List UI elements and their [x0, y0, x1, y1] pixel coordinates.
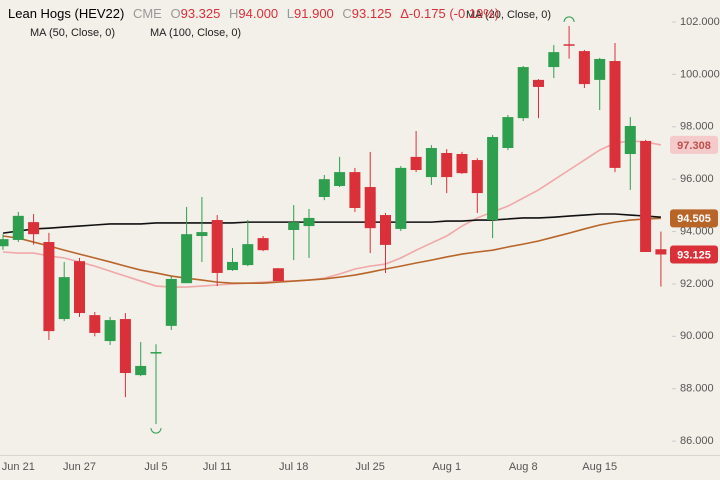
- close-value: 93.125: [351, 6, 392, 21]
- price-tag-bg: [670, 209, 718, 228]
- candle-body: [624, 125, 636, 155]
- x-tick-label: Jul 25: [356, 461, 385, 473]
- candle-body: [89, 315, 101, 333]
- candle-body: [655, 249, 667, 255]
- price-tag-bg: [670, 245, 718, 264]
- x-tick-label: Jun 27: [63, 461, 96, 473]
- candle-body: [410, 156, 422, 171]
- x-tick-label: Aug 15: [582, 461, 617, 473]
- high-label: H: [229, 6, 239, 21]
- candle-body: [28, 222, 40, 235]
- y-tick-label: 88.000: [680, 383, 714, 395]
- candle-body: [196, 232, 208, 237]
- candle-body: [135, 365, 147, 376]
- y-tick-label: 94.000: [680, 225, 714, 237]
- y-tick-label: 86.000: [680, 435, 714, 447]
- candle-body: [380, 215, 391, 245]
- candle-body: [288, 222, 300, 230]
- candle-body: [150, 352, 162, 354]
- ma-layer: [2, 140, 662, 288]
- change-value: Δ-0.175 (-0.19%): [400, 6, 500, 21]
- candle-body: [456, 154, 468, 174]
- period-high-marker: [563, 16, 575, 23]
- ma-line: [2, 213, 661, 234]
- candle-body: [58, 277, 70, 320]
- exchange: CME: [132, 6, 162, 21]
- candle-body: [0, 239, 9, 247]
- x-tick-label: Jul 5: [144, 461, 167, 473]
- candle-body: [349, 172, 361, 208]
- candle-body: [609, 61, 621, 168]
- candle-body: [502, 117, 514, 148]
- price-tag: 93.125: [677, 249, 711, 261]
- ma-line: [2, 140, 662, 288]
- symbol: Lean Hogs (HEV22): [8, 6, 125, 21]
- candle-body: [578, 51, 590, 85]
- candle-body: [441, 152, 453, 178]
- candle-body: [181, 234, 193, 284]
- candle-body: [119, 319, 131, 374]
- legend-entry: MA (20, Close, 0): [466, 9, 551, 21]
- candle-body: [334, 172, 346, 186]
- x-tick-label: Aug 8: [509, 461, 538, 473]
- y-tick-label: 100.000: [680, 68, 720, 80]
- candle-body: [563, 44, 575, 46]
- candle-body: [104, 320, 116, 342]
- candle-body: [43, 242, 55, 332]
- candle-body: [594, 58, 606, 80]
- low-value: 91.900: [294, 6, 334, 21]
- candle-body: [272, 268, 284, 282]
- price-tag: 97.308: [677, 140, 711, 152]
- price-tag-bg: [670, 135, 718, 154]
- candle-body: [303, 217, 315, 227]
- candle-body: [165, 278, 177, 326]
- y-tick-label: 102.000: [680, 16, 720, 28]
- y-tick-label: 96.000: [680, 173, 714, 185]
- low-label: L: [286, 6, 295, 21]
- candle-body: [318, 179, 330, 197]
- x-tick-label: Jul 11: [203, 461, 232, 473]
- price-tag: 94.505: [677, 213, 711, 225]
- candle-body: [425, 147, 437, 178]
- y-tick-label: 90.000: [680, 330, 714, 342]
- candle-body: [640, 140, 652, 252]
- candle-body: [364, 187, 376, 229]
- ma-line: [2, 217, 661, 284]
- x-tick-label: Aug 1: [432, 461, 461, 473]
- candle-body: [74, 261, 85, 314]
- y-tick-label: 98.000: [680, 121, 714, 133]
- candle-body: [487, 136, 499, 221]
- high-value: 94.000: [238, 6, 279, 21]
- period-low-marker: [150, 428, 162, 434]
- candle-body: [227, 261, 238, 271]
- open-value: 93.325: [180, 6, 221, 21]
- candle-body: [548, 52, 560, 68]
- candle-body: [395, 167, 407, 229]
- candle-body: [517, 67, 529, 119]
- y-tick-label: 92.000: [680, 278, 714, 290]
- x-tick-label: Jun 21: [2, 461, 35, 473]
- candle-body: [471, 160, 483, 194]
- candle-body: [242, 244, 254, 266]
- candle-body: [533, 79, 544, 87]
- candle-body: [211, 220, 223, 273]
- legend-entry: MA (100, Close, 0): [150, 27, 241, 39]
- candle-body: [12, 215, 24, 240]
- x-tick-label: Jul 18: [279, 461, 308, 473]
- candle-body: [257, 238, 269, 251]
- legend-entry: MA (50, Close, 0): [30, 27, 115, 39]
- close-label: C: [342, 6, 352, 21]
- ohlc-header: Lean Hogs (HEV22) CME O93.325 H94.000 L9…: [8, 6, 499, 21]
- open-label: O: [170, 6, 181, 21]
